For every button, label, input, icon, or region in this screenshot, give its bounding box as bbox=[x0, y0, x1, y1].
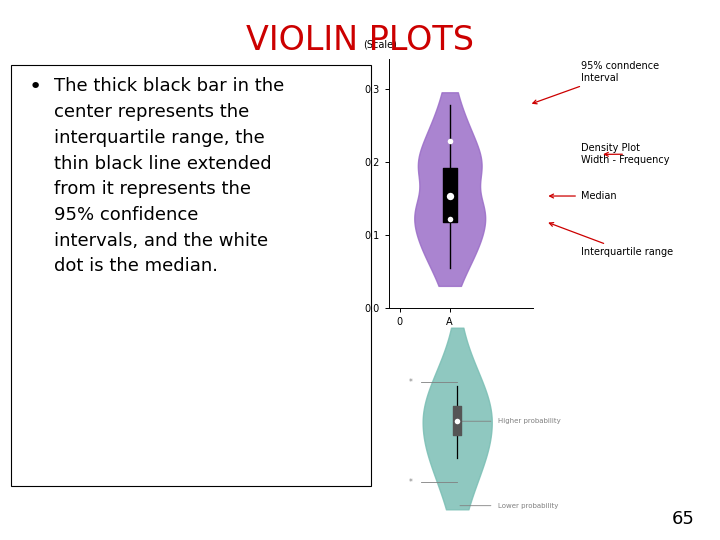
Point bbox=[444, 214, 456, 223]
FancyBboxPatch shape bbox=[11, 65, 371, 486]
Point bbox=[444, 137, 456, 146]
Text: 65: 65 bbox=[672, 510, 695, 528]
Text: Lower probability: Lower probability bbox=[498, 503, 558, 509]
Text: (Scale): (Scale) bbox=[363, 39, 397, 50]
Point bbox=[444, 192, 456, 200]
Text: •: • bbox=[29, 77, 42, 97]
Text: The thick black bar in the
center represents the
interquartile range, the
thin b: The thick black bar in the center repres… bbox=[54, 77, 284, 275]
Point bbox=[451, 417, 463, 426]
Text: 95% conndence
Interval: 95% conndence Interval bbox=[533, 61, 659, 104]
Text: *: * bbox=[409, 477, 413, 487]
Text: *: * bbox=[409, 377, 413, 387]
Text: Median: Median bbox=[549, 191, 616, 201]
Text: Interquartile range: Interquartile range bbox=[549, 222, 673, 257]
Text: Higher probability: Higher probability bbox=[498, 418, 560, 424]
Text: Density Plot
Width - Frequency: Density Plot Width - Frequency bbox=[581, 144, 670, 165]
Text: VIOLIN PLOTS: VIOLIN PLOTS bbox=[246, 24, 474, 57]
